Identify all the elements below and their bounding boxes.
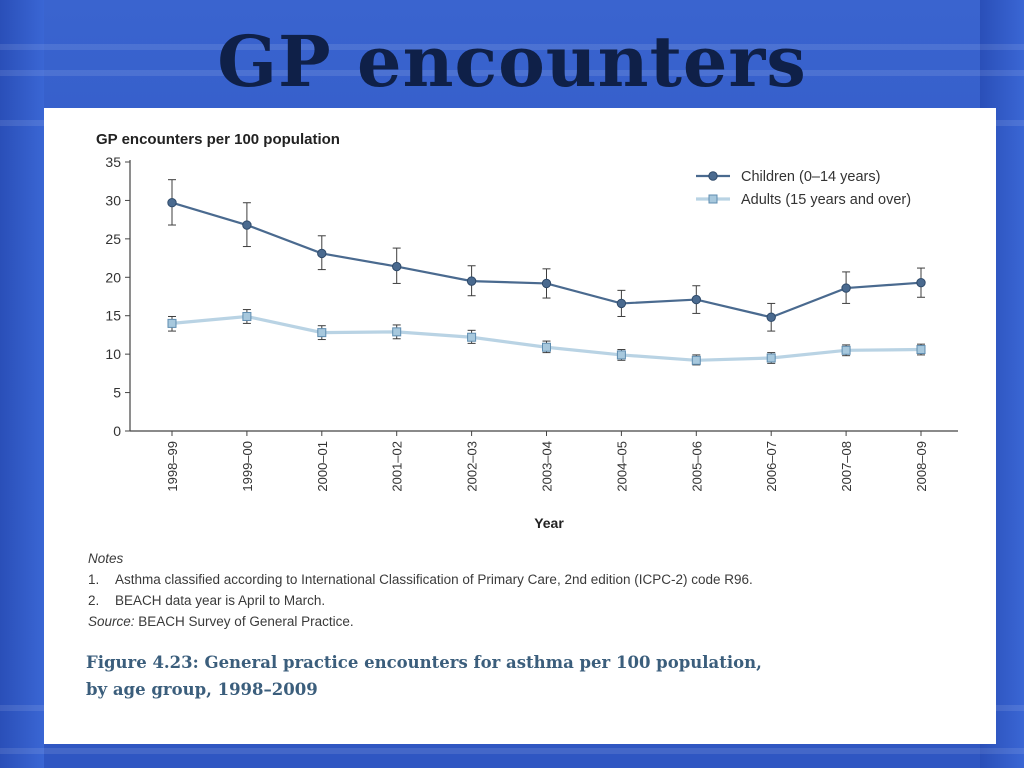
y-tick-label: 20 <box>105 269 121 285</box>
children-series-line <box>171 201 922 319</box>
decor-stripe <box>0 44 1024 50</box>
y-tick-label: 30 <box>105 192 121 208</box>
figure-panel: GP encounters per 100 population 0 5 10 15 20… <box>44 108 996 744</box>
adults-data-point <box>841 345 851 355</box>
adults-data-point <box>766 353 776 363</box>
note-number: 2. <box>88 593 100 608</box>
children-data-point <box>841 283 851 293</box>
x-tick-label: 2007–08 <box>839 441 854 492</box>
children-data-point <box>242 220 252 230</box>
adults-data-point <box>167 318 177 328</box>
children-data-point <box>616 298 627 309</box>
source-line: Source: BEACH Survey of General Practice… <box>88 611 948 632</box>
children-data-point <box>766 312 776 322</box>
adults-data-point <box>242 311 252 321</box>
figure-caption: Figure 4.23: General practice encounters… <box>86 649 946 703</box>
adults-data-point <box>392 327 402 337</box>
x-tick-label: 2003–04 <box>540 441 555 492</box>
y-tick-label: 35 <box>105 154 121 170</box>
source-label: Source: <box>88 614 135 629</box>
adults-data-point <box>317 328 327 338</box>
left-decor-band <box>0 0 44 768</box>
x-tick-label: 2002–03 <box>465 441 480 492</box>
note-item: 1. Asthma classified according to Interna… <box>88 569 948 590</box>
x-axis-title: Year <box>534 515 564 531</box>
source-text: BEACH Survey of General Practice. <box>134 614 354 629</box>
adults-series-line <box>171 314 922 362</box>
notes-section: Notes 1. Asthma classified according to I… <box>88 548 948 632</box>
decor-stripe <box>0 748 1024 754</box>
note-item: 2. BEACH data year is April to March. <box>88 590 948 611</box>
slide-title: GP encounters <box>217 20 807 103</box>
x-tick-label: 2004–05 <box>614 441 629 492</box>
x-tick-label: 2001–02 <box>390 441 405 492</box>
y-tick-label: 10 <box>105 346 121 362</box>
y-tick-label: 5 <box>113 385 121 401</box>
x-tick-label: 1999–00 <box>240 441 255 492</box>
x-tick-label: 1998–99 <box>165 441 180 492</box>
adults-data-point <box>542 342 551 352</box>
children-data-point <box>167 198 177 208</box>
decor-stripe <box>0 70 1024 76</box>
children-data-point <box>541 278 552 289</box>
children-data-point <box>317 248 327 259</box>
adults-data-point <box>691 355 701 365</box>
y-tick-label: 25 <box>105 231 121 247</box>
y-tick-label: 0 <box>113 423 121 439</box>
x-tick-label: 2000–01 <box>315 441 330 492</box>
x-tick-label: 2005–06 <box>689 441 704 492</box>
caption-line: by age group, 1998–2009 <box>86 680 318 699</box>
children-data-point <box>916 277 926 288</box>
legend-marker <box>708 194 718 204</box>
children-data-point <box>392 261 402 272</box>
y-tick-label: 15 <box>105 308 121 324</box>
legend-label: Adults (15 years and over) <box>741 192 911 208</box>
adults-data-point <box>616 350 626 360</box>
note-text: BEACH data year is April to March. <box>115 593 326 608</box>
notes-heading: Notes <box>88 551 124 566</box>
legend-label: Children (0–14 years) <box>741 169 880 185</box>
children-data-point <box>466 276 477 286</box>
caption-line: Figure 4.23: General practice encounters… <box>86 653 762 672</box>
x-tick-label: 2008–09 <box>914 441 929 492</box>
line-chart: GP encounters per 100 population 0 5 10 15 20… <box>96 131 958 531</box>
adults-data-point <box>916 345 926 355</box>
note-number: 1. <box>88 572 100 587</box>
chart-title: GP encounters per 100 population <box>96 131 340 148</box>
x-tick-label: 2006–07 <box>764 441 779 492</box>
adults-data-point <box>467 332 477 342</box>
children-data-point <box>691 294 701 305</box>
note-text: Asthma classified according to Internati… <box>115 572 753 587</box>
legend-marker <box>708 171 718 181</box>
